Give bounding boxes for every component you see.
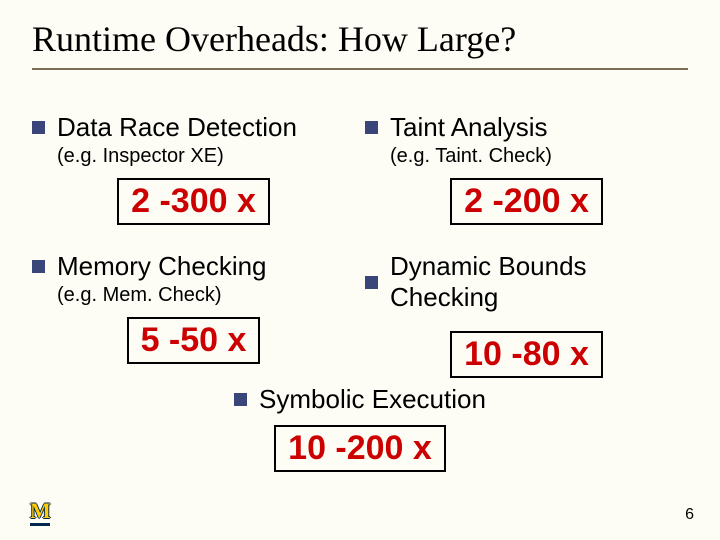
item-name: Symbolic Execution [259, 384, 486, 415]
item-example: (e.g. Mem. Check) [57, 284, 355, 307]
item-taint-analysis: Taint Analysis (e.g. Taint. Check) 2 -20… [365, 112, 688, 225]
logo-letter: M [30, 498, 50, 523]
slide: Runtime Overheads: How Large? Data Race … [0, 0, 720, 540]
item-heading: Symbolic Execution [0, 384, 720, 415]
item-name: Memory Checking [57, 251, 267, 282]
overhead-box: 10 -200 x [274, 425, 446, 472]
item-name: Data Race Detection [57, 112, 297, 143]
item-name: Dynamic Bounds Checking [390, 251, 688, 313]
item-data-race: Data Race Detection (e.g. Inspector XE) … [32, 112, 355, 225]
item-memory-checking: Memory Checking (e.g. Mem. Check) 5 -50 … [32, 251, 355, 364]
item-example: (e.g. Inspector XE) [57, 145, 355, 168]
overhead-box: 2 -200 x [450, 178, 603, 225]
square-bullet-icon [365, 121, 378, 134]
square-bullet-icon [365, 276, 378, 289]
item-heading: Taint Analysis [365, 112, 688, 143]
overhead-box: 2 -300 x [117, 178, 270, 225]
michigan-m-icon: M [30, 500, 50, 526]
page-number: 6 [685, 506, 694, 524]
square-bullet-icon [32, 121, 45, 134]
overhead-box: 5 -50 x [127, 317, 261, 364]
overhead-wrap: 5 -50 x [32, 317, 355, 364]
square-bullet-icon [32, 260, 45, 273]
item-example: (e.g. Taint. Check) [390, 145, 688, 168]
item-symbolic-execution: Symbolic Execution 10 -200 x [0, 384, 720, 472]
square-bullet-icon [234, 393, 247, 406]
logo: M [30, 500, 50, 526]
item-heading: Data Race Detection [32, 112, 355, 143]
overhead-wrap: 2 -200 x [365, 178, 688, 225]
overhead-box: 10 -80 x [450, 331, 603, 378]
overhead-wrap: 10 -200 x [0, 425, 720, 472]
slide-title: Runtime Overheads: How Large? [32, 18, 688, 70]
right-column: Taint Analysis (e.g. Taint. Check) 2 -20… [365, 112, 688, 404]
item-dynamic-bounds: Dynamic Bounds Checking 10 -80 x [365, 251, 688, 378]
left-column: Data Race Detection (e.g. Inspector XE) … [32, 112, 355, 404]
item-heading: Dynamic Bounds Checking [365, 251, 688, 313]
overhead-wrap: 10 -80 x [365, 331, 688, 378]
item-heading: Memory Checking [32, 251, 355, 282]
overhead-wrap: 2 -300 x [32, 178, 355, 225]
content-columns: Data Race Detection (e.g. Inspector XE) … [32, 112, 688, 404]
item-name: Taint Analysis [390, 112, 548, 143]
